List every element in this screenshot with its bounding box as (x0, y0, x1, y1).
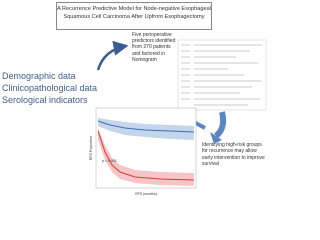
x-label: RFS (months) (135, 192, 157, 196)
input-label: Clinicopathological data (2, 83, 98, 93)
y-label: RFS Proportion (89, 136, 93, 160)
conclusion: Identifying high-risk groups for recurre… (202, 142, 265, 168)
nomogram (177, 39, 267, 111)
illustration: p < 0.001 RFS (months) RFS Proportion (89, 39, 267, 196)
page: {"header": {"title": "A Recurrence Predi… (2, 2, 267, 196)
p-value: p < 0.001 (102, 159, 117, 163)
input-label: Demographic data (2, 71, 76, 81)
survival-plot: p < 0.001 RFS (months) RFS Proportion (89, 107, 197, 196)
arrow (96, 40, 129, 71)
arrow (213, 111, 227, 139)
input-label: Serological indicators (2, 95, 88, 105)
predictors-note: Five perioperative predictors identified… (132, 32, 176, 63)
arrow-head (210, 132, 222, 144)
title-box: A Recurrence Predictive Model for Node-n… (56, 2, 212, 30)
